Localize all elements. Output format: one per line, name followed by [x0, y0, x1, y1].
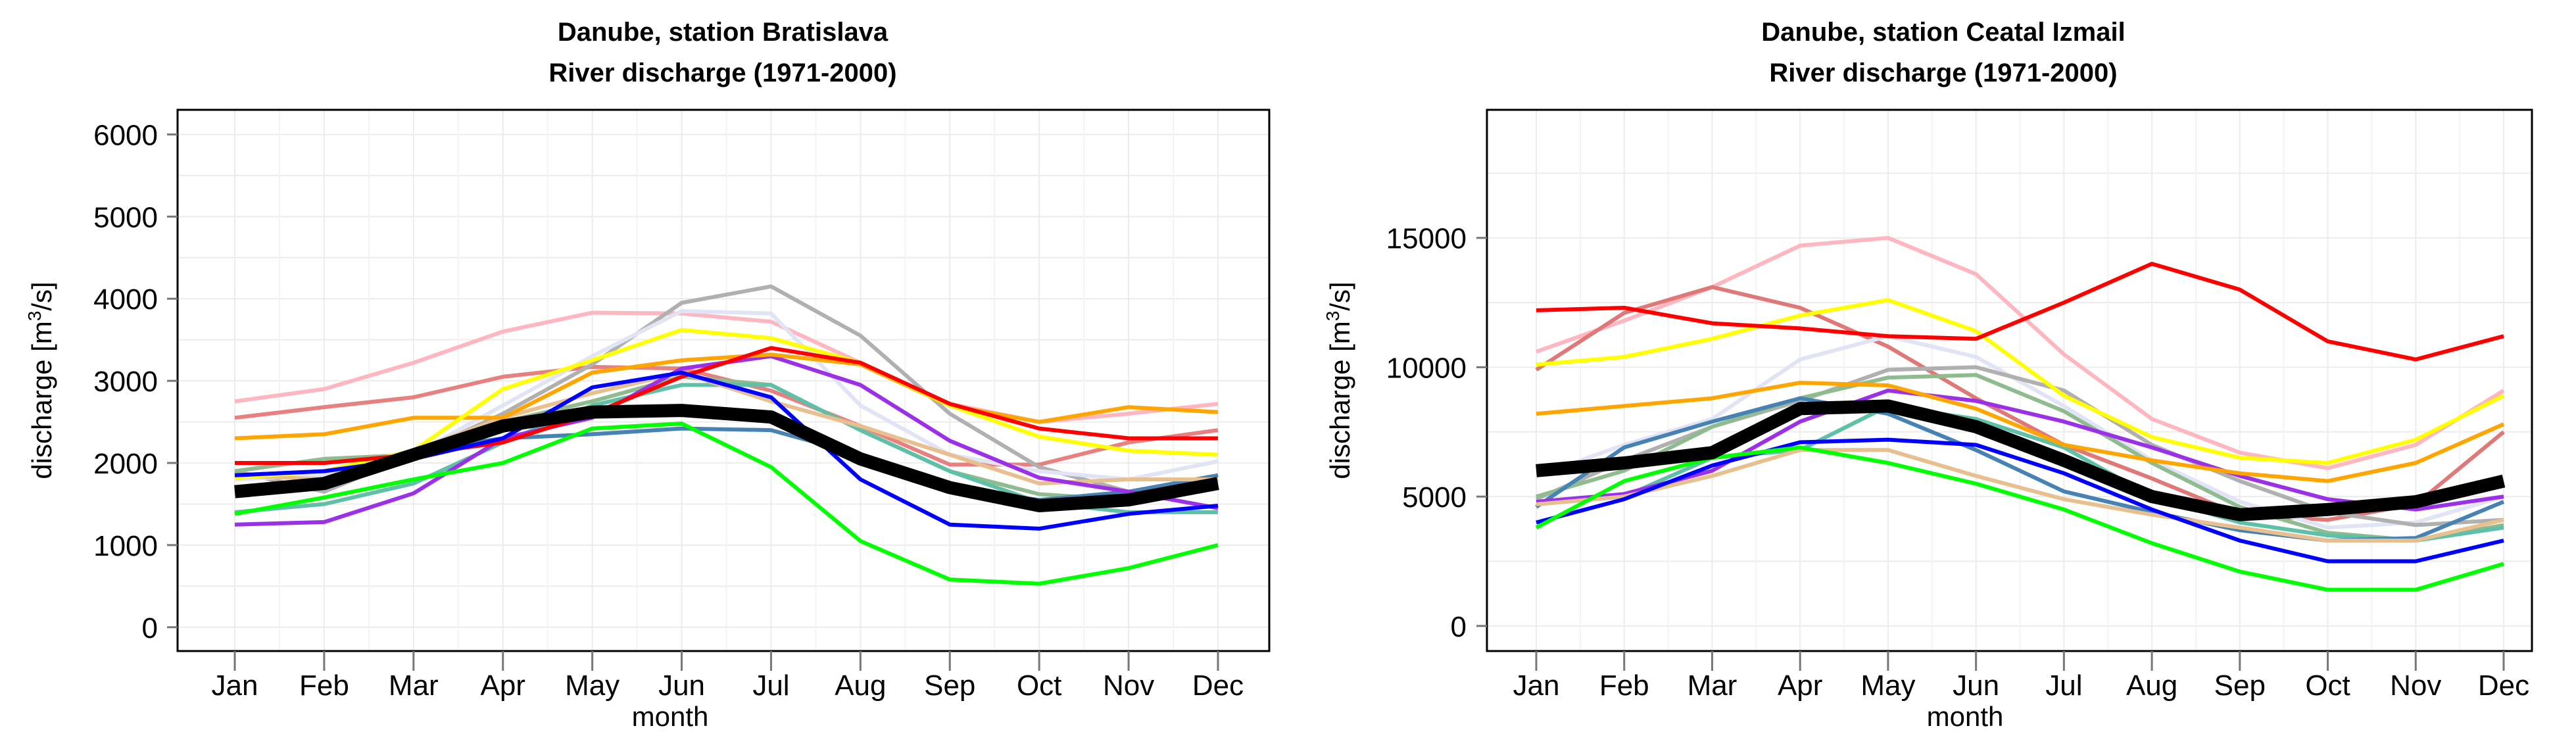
x-tick-label: Nov — [2390, 669, 2441, 702]
series-line-red — [1536, 262, 2504, 362]
y-tick-label: 5000 — [1402, 481, 1467, 514]
plot-frame — [1486, 109, 2533, 652]
x-tick-label: Sep — [2214, 669, 2266, 702]
x-tick-label: Dec — [1192, 669, 1244, 702]
x-tick-label: Aug — [835, 669, 886, 702]
chart-title: Danube, station Ceatal Izmail — [1761, 18, 2125, 47]
x-tick-label: Jul — [752, 669, 789, 702]
x-axis-label: month — [632, 701, 709, 732]
y-tick-label: 2000 — [93, 448, 158, 480]
y-axis-label-superscript: 3 — [1323, 311, 1343, 322]
y-axis-label: discharge [m3/s] — [24, 281, 57, 479]
y-axis-label-unit: /s] — [26, 281, 57, 310]
x-tick-label: Nov — [1103, 669, 1154, 702]
x-tick-label: Dec — [2478, 669, 2529, 702]
x-tick-label: Apr — [480, 669, 525, 702]
x-tick-label: Jun — [1953, 669, 1999, 702]
x-tick-label: Aug — [2126, 669, 2177, 702]
x-tick-label: Mar — [1688, 669, 1738, 702]
series-line-orange — [234, 352, 1219, 441]
x-axis-label: month — [1927, 701, 2004, 732]
series-line-green — [1535, 445, 2504, 592]
x-tick-label: Oct — [2305, 669, 2350, 702]
series-line-mediumaquamarine — [1536, 404, 2504, 543]
chart-subtitle: River discharge (1971-2000) — [548, 59, 896, 87]
y-tick-label: 0 — [1451, 611, 1467, 643]
chart-bratislava: Danube, station Bratislava River discharg… — [24, 18, 1271, 732]
y-tick-label: 6000 — [93, 119, 158, 151]
x-tick-label: May — [565, 669, 620, 702]
series-line-lavender — [1536, 334, 2504, 530]
x-tick-label: Mar — [389, 669, 439, 702]
series-line-darkseagreen — [1536, 373, 2504, 543]
x-tick-label: Oct — [1017, 669, 1061, 702]
x-tick-label: Jan — [212, 669, 258, 702]
series-line-orange — [1536, 381, 2505, 483]
series-line-yellow — [1536, 298, 2505, 465]
series-line-mean — [234, 404, 1219, 512]
y-tick-label: 0 — [142, 612, 158, 644]
x-tick-label: Feb — [1599, 669, 1649, 702]
x-tick-label: May — [1860, 669, 1915, 702]
y-axis-label: discharge [m3/s] — [1323, 281, 1355, 479]
y-axis-label-superscript: 3 — [24, 311, 45, 322]
y-axis-label-text: discharge [m — [1324, 321, 1355, 479]
y-tick-label: 5000 — [93, 201, 158, 233]
y-axis-label-unit: /s] — [1324, 281, 1355, 310]
x-tick-label: Sep — [924, 669, 975, 702]
x-tick-label: Feb — [299, 669, 349, 702]
chart-title: Danube, station Bratislava — [558, 18, 888, 47]
x-tick-label: Jul — [2045, 669, 2082, 702]
series-line-blue — [1536, 437, 2504, 564]
chart-subtitle: River discharge (1971-2000) — [1769, 59, 2117, 87]
x-tick-label: Jun — [658, 669, 705, 702]
y-axis-label-text: discharge [m — [26, 321, 57, 479]
y-tick-label: 15000 — [1386, 223, 1467, 255]
chart-ceatal-izmail: Danube, station Ceatal Izmail River disch… — [1323, 18, 2533, 732]
series-line-purple — [1536, 388, 2504, 512]
y-tick-label: 4000 — [93, 283, 158, 316]
x-tick-label: Jan — [1513, 669, 1560, 702]
x-tick-label: Apr — [1778, 669, 1822, 702]
y-tick-label: 1000 — [93, 530, 158, 562]
series-line-green — [234, 422, 1219, 586]
y-tick-label: 10000 — [1386, 352, 1467, 384]
series-line-burlywood — [1536, 448, 2504, 543]
series-line-mean — [1536, 399, 2506, 521]
series-line-lightcoral — [1535, 285, 2505, 522]
y-tick-label: 3000 — [93, 366, 158, 398]
